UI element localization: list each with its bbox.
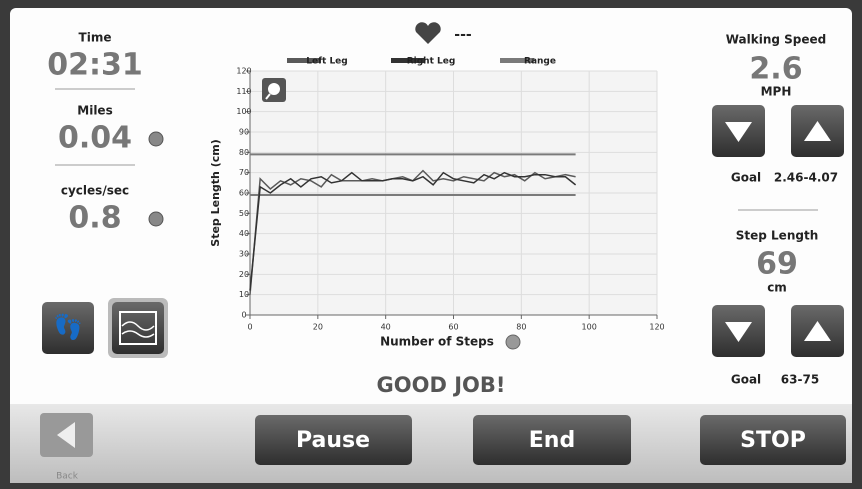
y-tick-label: 40 [239,229,249,238]
step: 69 [756,247,798,282]
x-tick-label: 0 [247,323,252,332]
y-tick-label: 20 [239,270,249,279]
miles: 0.04 [58,121,132,156]
step-goal: 63-75 [781,373,819,387]
heart-rate: --- [454,27,472,43]
legend-label: Left Leg [306,57,347,67]
x-axis-title: Number of Steps [380,335,494,349]
y-tick-label: 0 [241,311,246,320]
x-tick-label: 100 [582,323,597,332]
end-label: End [529,428,575,453]
back-arrow [57,422,75,448]
indicator [148,131,164,147]
chart: 0 10 20 30 40 50 60 70 80 90 100 110 120 0 20 40 60 80 100… [209,57,665,350]
chart-icon [119,311,157,345]
miles-label: Miles [77,104,112,118]
pause-button[interactable] [255,415,412,465]
zoom-icon [265,93,271,100]
step-unit: cm [767,281,787,295]
down-arrow [725,122,752,142]
y-axis-title: Step Length (cm) [209,139,222,246]
heart-icon [415,22,441,44]
legend-swatch [287,58,321,63]
cycles: 0.8 [68,201,121,236]
down-arrow [725,322,752,342]
up-arrow [804,121,831,141]
speed-goal-label: Goal [731,171,761,185]
stop-button[interactable] [700,415,846,465]
zoom-icon [268,83,280,95]
y-tick-label: 10 [239,290,249,299]
speed-goal: 2.46-4.07 [774,171,838,185]
x-tick-label: 80 [516,323,526,332]
stop-label: STOP [740,428,806,453]
pause-label: Pause [296,428,370,453]
series-line [249,171,577,291]
y-tick-label: 70 [239,168,249,177]
x-tick-label: 60 [448,323,458,332]
step-label: Step Length [736,229,818,243]
speed-label: Walking Speed [726,33,827,47]
y-tick-label: 100 [236,107,251,116]
y-tick-label: 50 [239,209,249,218]
y-tick-label: 80 [239,148,249,157]
end-button[interactable] [473,415,631,465]
back-label: Back [56,472,79,482]
chart-icon [121,321,155,338]
legend-swatch [500,58,534,63]
legend-label: Range [524,57,556,67]
cycles-label: cycles/sec [61,184,129,198]
x-tick-label: 40 [381,323,391,332]
speed-unit: MPH [761,85,792,99]
y-tick-label: 120 [236,67,251,76]
y-tick-label: 30 [239,250,249,259]
feet-button[interactable] [42,302,94,354]
indicator [148,211,164,227]
message: GOOD JOB! [377,373,506,397]
time: 02:31 [47,48,143,83]
chart-button[interactable] [112,302,164,354]
legend-label: Right Leg [407,57,456,67]
x-tick-label: 120 [649,323,664,332]
y-tick-label: 60 [239,189,249,198]
legend-swatch [391,58,425,63]
y-tick-label: 110 [236,87,251,96]
feet-icon: 👣 [53,312,83,341]
step-goal-label: Goal [731,373,761,387]
up-arrow [804,321,831,341]
y-tick-label: 90 [239,128,249,137]
time-label: Time [79,31,112,45]
indicator [505,334,521,350]
speed: 2.6 [749,52,802,87]
x-tick-label: 20 [313,323,323,332]
